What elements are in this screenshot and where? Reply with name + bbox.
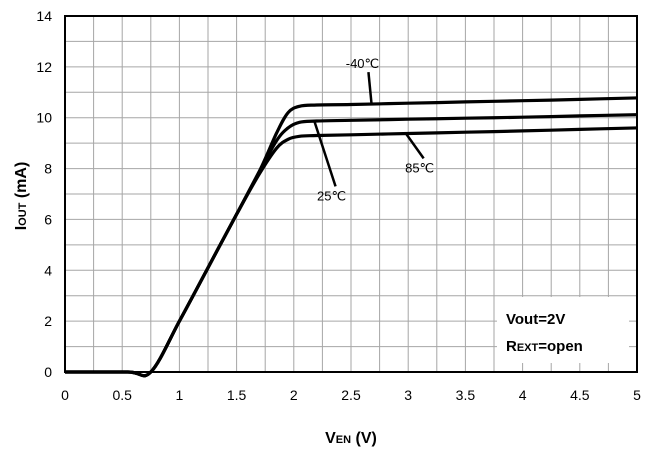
y-axis-title-main: I (13, 226, 30, 230)
y-tick-label: 6 (44, 211, 52, 227)
condition-note-box (497, 297, 629, 363)
y-tick-label: 10 (36, 110, 52, 126)
y-tick-label: 4 (44, 262, 52, 278)
x-tick-label: 2.5 (341, 387, 361, 403)
x-tick-label: 3.5 (456, 387, 476, 403)
condition-note-line2: REXT=open (506, 338, 583, 355)
x-tick-label: 1.5 (227, 387, 247, 403)
y-tick-label: 8 (44, 161, 52, 177)
annotation-label-2: 25℃ (317, 188, 346, 203)
annotation-label-3: 85℃ (405, 160, 434, 175)
condition-note-line2-sub: EXT (517, 342, 539, 354)
x-tick-label: 5 (633, 387, 641, 403)
y-axis-title-sub: OUT (17, 202, 29, 226)
annotation-leader-3 (404, 132, 425, 160)
y-tick-label: 2 (44, 313, 52, 329)
x-axis-title: VEN (V) (325, 430, 377, 447)
x-tick-label: 0 (61, 387, 69, 403)
series-group (65, 96, 638, 378)
condition-note-line2-rest: =open (538, 338, 583, 355)
x-tick-label: 4 (519, 387, 527, 403)
x-tick-label: 0.5 (112, 387, 132, 403)
x-axis-title-main: V (325, 430, 336, 447)
annotation-label-1: -40℃ (346, 56, 379, 71)
series-line-3 (65, 126, 638, 378)
y-axis-title-rest: (mA) (13, 162, 30, 203)
x-tick-label: 2 (290, 387, 298, 403)
x-tick-label: 3 (404, 387, 412, 403)
y-tick-label: 14 (36, 8, 52, 24)
y-tick-label: 12 (36, 59, 52, 75)
x-axis-title-rest: (V) (351, 430, 377, 447)
x-tick-label: 4.5 (570, 387, 590, 403)
annotation-leader-1 (367, 72, 373, 105)
annotation-leader-2 (313, 120, 337, 187)
x-tick-labels: 0 0.5 1 1.5 2 2.5 3 3.5 4 4.5 5 (61, 387, 641, 403)
x-tick-label: 1 (176, 387, 184, 403)
condition-note-line1: Vout=2V (506, 311, 565, 328)
y-tick-labels: 0 2 4 6 8 10 12 14 (36, 8, 52, 380)
y-tick-label: 0 (44, 364, 52, 380)
y-axis-title: IOUT (mA) (13, 162, 30, 231)
annotations: -40℃ 25℃ 85℃ (313, 56, 434, 203)
x-axis-title-sub: EN (336, 434, 351, 446)
condition-note-line2-main: R (506, 338, 517, 355)
plot-frame (64, 15, 638, 373)
